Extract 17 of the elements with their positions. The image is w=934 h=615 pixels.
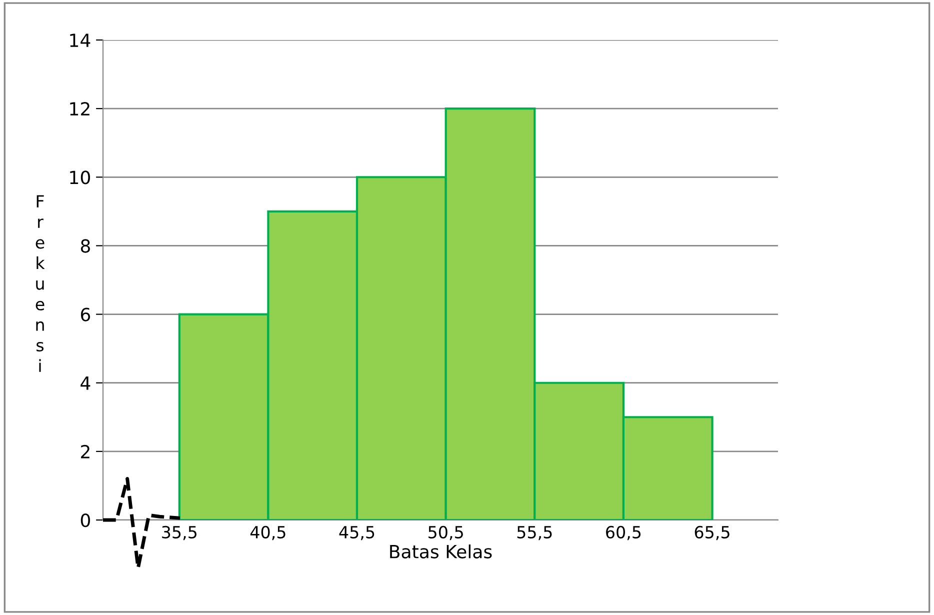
- y-tick-label: 14: [70, 34, 90, 47]
- x-axis-title: Batas Kelas: [390, 544, 492, 558]
- x-tick-label: 35,5: [162, 526, 196, 540]
- y-tick-label: 4: [80, 376, 90, 390]
- y-tick-label: 0: [80, 513, 90, 528]
- y-tick-label: 10: [70, 170, 90, 184]
- x-tick-label: 55,5: [517, 526, 552, 540]
- x-tick-label: 45,5: [339, 526, 374, 540]
- x-tick-label: 40,5: [250, 526, 286, 540]
- y-tick-label: 12: [70, 102, 90, 116]
- text: Frekuensi: [36, 195, 45, 372]
- y-tick-label: 6: [80, 308, 90, 322]
- y-tick-label: 8: [80, 239, 90, 253]
- x-tick-label: 60,5: [606, 526, 641, 540]
- y-tick-label: 2: [81, 444, 90, 458]
- x-tick-label: 65,5: [694, 526, 730, 540]
- x-tick-label: 50,5: [428, 526, 463, 540]
